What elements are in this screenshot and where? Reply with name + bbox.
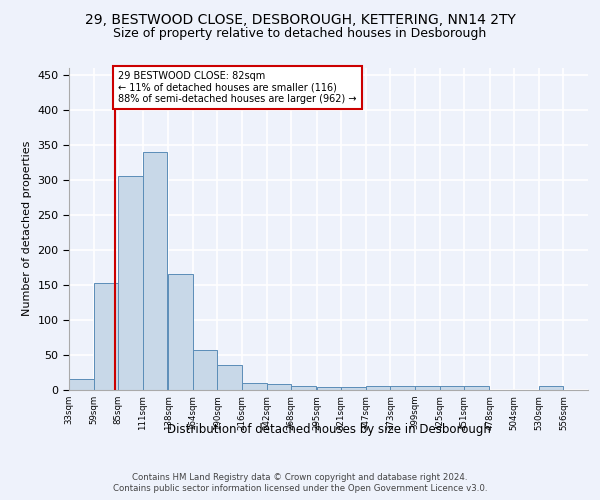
Bar [193,350,217,390]
Bar [317,387,341,390]
Bar [242,383,266,390]
Bar [118,176,143,390]
Text: Distribution of detached houses by size in Desborough: Distribution of detached houses by size … [167,422,491,436]
Bar [168,274,193,390]
Bar [266,384,291,390]
Bar [391,386,415,390]
Bar [539,386,563,390]
Bar [69,379,94,390]
Bar [440,386,464,390]
Bar [94,284,118,390]
Text: 29, BESTWOOD CLOSE, DESBOROUGH, KETTERING, NN14 2TY: 29, BESTWOOD CLOSE, DESBOROUGH, KETTERIN… [85,12,515,26]
Bar [217,366,242,390]
Y-axis label: Number of detached properties: Number of detached properties [22,141,32,316]
Bar [464,386,489,390]
Text: Size of property relative to detached houses in Desborough: Size of property relative to detached ho… [113,28,487,40]
Text: 29 BESTWOOD CLOSE: 82sqm
← 11% of detached houses are smaller (116)
88% of semi-: 29 BESTWOOD CLOSE: 82sqm ← 11% of detach… [118,71,356,104]
Bar [341,387,366,390]
Bar [143,152,167,390]
Text: Contains HM Land Registry data © Crown copyright and database right 2024.: Contains HM Land Registry data © Crown c… [132,472,468,482]
Bar [291,386,316,390]
Bar [415,386,440,390]
Bar [366,386,391,390]
Text: Contains public sector information licensed under the Open Government Licence v3: Contains public sector information licen… [113,484,487,493]
